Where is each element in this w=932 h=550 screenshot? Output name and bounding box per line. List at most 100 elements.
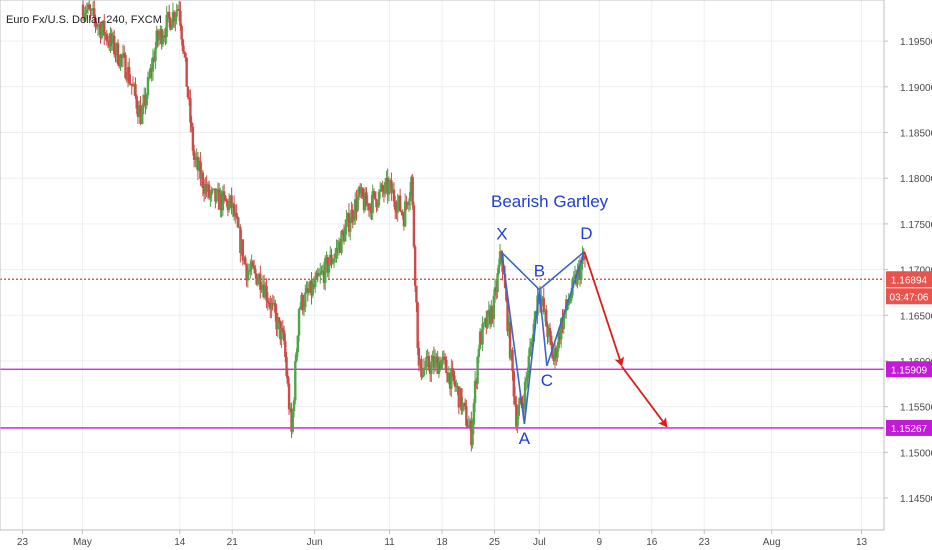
candle-body: [330, 254, 333, 265]
candle-body: [314, 278, 317, 288]
candle-body: [257, 273, 261, 280]
y-tick-label: 1.14500: [900, 494, 932, 505]
candle-body: [160, 28, 163, 45]
candle-body: [104, 33, 107, 36]
candle-body: [387, 182, 391, 195]
candle-body: [461, 403, 464, 411]
candle-body: [300, 294, 303, 307]
candle-body: [508, 321, 512, 359]
candle-body: [164, 35, 167, 37]
pattern-title: Bearish Gartley: [491, 192, 609, 211]
candle-body: [294, 361, 297, 401]
candle-body: [513, 396, 517, 405]
candle-body: [557, 332, 560, 349]
candle-body: [255, 273, 258, 285]
candle-body: [151, 57, 155, 72]
candle-body: [491, 306, 494, 320]
candle-body: [413, 246, 417, 286]
candle-body: [190, 122, 193, 127]
candle-body: [458, 388, 462, 408]
candle-body: [420, 359, 423, 378]
candle-body: [317, 275, 321, 277]
pattern-leg-CD: [546, 251, 586, 367]
candle-body: [466, 425, 469, 428]
candle-body: [570, 295, 573, 301]
candle-body: [245, 264, 248, 281]
candle-body: [505, 288, 508, 301]
candle-body: [119, 55, 122, 67]
candle-body: [495, 287, 498, 292]
candle-body: [437, 361, 441, 375]
candle-body: [408, 191, 412, 202]
candle-body: [324, 258, 327, 283]
candle-body: [174, 16, 177, 22]
candle-body: [418, 359, 422, 366]
candle-body: [157, 36, 161, 41]
candle-body: [346, 213, 349, 220]
candle-body: [450, 368, 453, 389]
candle-body: [421, 375, 424, 378]
candle-body: [200, 172, 203, 179]
candle-body: [342, 232, 346, 242]
candle-body: [320, 271, 323, 273]
candle-body: [341, 231, 344, 233]
candle-body: [118, 64, 121, 67]
candle-body: [532, 323, 535, 342]
candle-body: [462, 402, 466, 404]
time-axis[interactable]: 23 May 14 21 Jun 11 18 25 Jul 9 16 23 Aug 13: [17, 530, 868, 548]
pattern-leg-XB: [501, 252, 540, 291]
y-tick-label: 1.19000: [900, 83, 932, 94]
candle-body: [370, 204, 373, 213]
candle-body: [113, 35, 116, 55]
candle-body: [270, 302, 273, 310]
candle-body: [111, 35, 115, 44]
candle-body: [374, 191, 377, 200]
chart-title: Euro Fx/U.S. Dollar, 240, FXCM: [6, 14, 162, 26]
candle-body: [354, 199, 357, 219]
candle-body: [295, 352, 298, 362]
candle-body: [488, 309, 492, 325]
candle-body: [133, 84, 136, 87]
candle-body: [422, 367, 426, 376]
candle-body: [256, 279, 260, 285]
candle-body: [138, 105, 141, 117]
candle-body: [125, 78, 128, 81]
candle-body: [284, 341, 287, 357]
candle-body: [169, 18, 172, 30]
candle-body: [304, 292, 307, 308]
candle-body: [375, 199, 378, 208]
x-tick-label: 14: [174, 537, 186, 548]
candle-body: [511, 350, 514, 372]
candle-body: [189, 98, 192, 123]
candle-body: [344, 227, 347, 242]
x-tick-label: May: [73, 537, 92, 548]
candle-body: [381, 184, 384, 192]
candle-body: [355, 199, 358, 211]
candle-body: [386, 178, 389, 195]
candle-body: [144, 95, 147, 106]
candle-body: [260, 289, 263, 291]
price-badge-support-1: [886, 361, 932, 378]
candle-body: [443, 357, 447, 360]
candle-body: [93, 8, 96, 18]
candle-body: [136, 108, 140, 117]
candle-body: [301, 294, 304, 311]
candle-body: [453, 380, 457, 387]
candle-body: [556, 348, 559, 358]
candle-body: [497, 264, 501, 274]
candle-body: [265, 285, 268, 301]
candle-body: [217, 189, 221, 210]
candle-body: [126, 66, 130, 81]
candle-body: [120, 55, 123, 59]
candle-body: [224, 195, 227, 201]
candle-body: [199, 160, 202, 179]
candle-body: [448, 372, 452, 389]
candle-body: [405, 201, 408, 204]
candle-body: [396, 202, 399, 213]
candle-body: [279, 320, 282, 340]
candle-body: [207, 184, 211, 199]
candle-body: [196, 156, 200, 171]
candle-body: [222, 191, 226, 196]
